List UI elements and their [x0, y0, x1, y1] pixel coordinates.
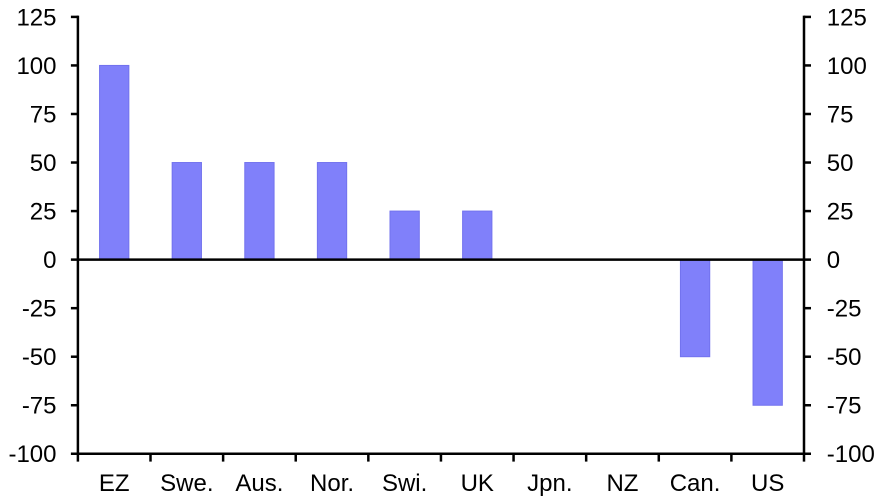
- svg-text:-50: -50: [22, 344, 57, 371]
- svg-text:Aus.: Aus.: [235, 470, 283, 497]
- svg-text:Swe.: Swe.: [160, 470, 213, 497]
- svg-text:0: 0: [43, 247, 56, 274]
- svg-text:-25: -25: [22, 296, 57, 323]
- svg-text:-100: -100: [827, 441, 875, 468]
- svg-text:-100: -100: [8, 441, 56, 468]
- svg-text:25: 25: [827, 198, 854, 225]
- svg-text:Swi.: Swi.: [382, 470, 427, 497]
- svg-text:Can.: Can.: [670, 470, 721, 497]
- svg-text:US: US: [751, 470, 784, 497]
- svg-text:-50: -50: [827, 344, 862, 371]
- svg-text:50: 50: [30, 150, 57, 177]
- svg-text:Nor.: Nor.: [310, 470, 354, 497]
- svg-text:50: 50: [827, 150, 854, 177]
- svg-text:100: 100: [16, 53, 56, 80]
- svg-text:75: 75: [30, 101, 57, 128]
- svg-text:-25: -25: [827, 296, 862, 323]
- svg-text:125: 125: [827, 4, 867, 31]
- svg-text:100: 100: [827, 53, 867, 80]
- svg-text:NZ: NZ: [606, 470, 638, 497]
- svg-text:0: 0: [827, 247, 840, 274]
- svg-text:EZ: EZ: [99, 470, 130, 497]
- svg-text:-75: -75: [22, 393, 57, 420]
- svg-text:125: 125: [16, 4, 56, 31]
- svg-text:-75: -75: [827, 393, 862, 420]
- svg-text:75: 75: [827, 101, 854, 128]
- svg-text:Jpn.: Jpn.: [527, 470, 572, 497]
- svg-text:25: 25: [30, 198, 57, 225]
- svg-text:UK: UK: [461, 470, 494, 497]
